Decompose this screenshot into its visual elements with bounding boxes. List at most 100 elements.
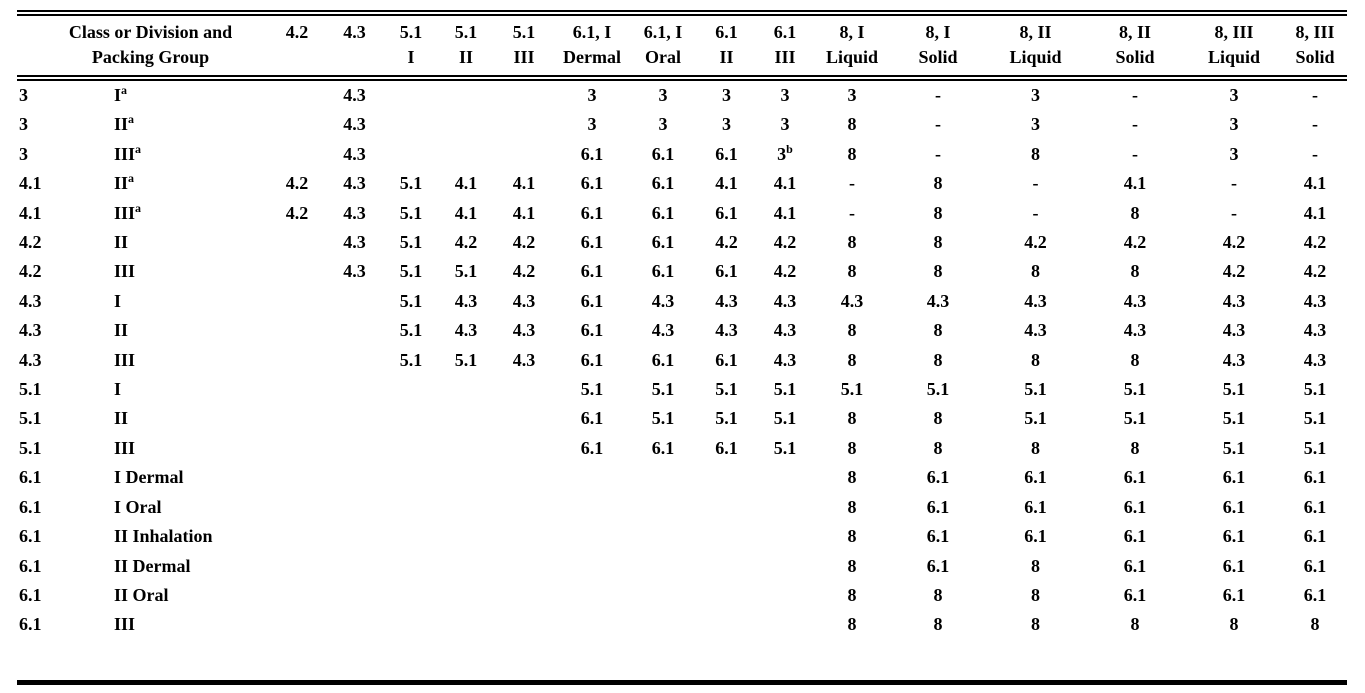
value-cell [697, 610, 756, 639]
table-row: 4.2 III 4.3 5.1 5.1 4.2 6.1 6.1 6.1 4.2 8 8 8 8 4.2 4.2 [17, 257, 1347, 286]
value-cell: 8 [933, 202, 943, 223]
value-cell: 4.2 [512, 261, 536, 282]
column-header-line1: 8, I [925, 22, 951, 42]
value-cell: 8 [933, 349, 943, 370]
value-cell: 6.1 [1123, 526, 1147, 547]
value-cell [756, 522, 814, 551]
value-cell: 8 [1031, 437, 1040, 458]
value-cell [268, 610, 326, 639]
value-cell: 8 [1130, 614, 1140, 635]
value-cell: 3 [780, 114, 790, 135]
column-header: 4.2 [268, 10, 326, 81]
column-header-line1: 6.1, I [572, 22, 612, 42]
table-row: 4.3 I 5.1 4.3 4.3 6.1 4.3 4.3 4.3 4.3 4.3 4.3 4.3 4.3… [17, 287, 1347, 316]
column-header-line2: Oral [645, 47, 681, 67]
value-cell: 4.3 [773, 290, 797, 311]
footnote-superscript: a [128, 112, 135, 127]
value-cell [439, 78, 493, 110]
value-cell: 4.2 [285, 202, 309, 223]
value-cell [326, 287, 383, 316]
column-header: 6.1 III [756, 10, 814, 81]
value-cell: 3 [1229, 114, 1239, 135]
row-packing-group-cell: I [114, 290, 122, 311]
table-row: 4.2 II 4.3 5.1 4.2 4.2 6.1 6.1 4.2 4.2 8 8 4.2 4.2 4.2… [17, 228, 1347, 257]
value-cell: 6.1 [651, 232, 675, 253]
row-class-cell: 4.3 [19, 290, 42, 311]
column-header: 4.3 [326, 10, 383, 81]
value-cell: 4.2 [1222, 232, 1246, 253]
value-cell: 4.1 [773, 202, 797, 223]
value-cell: 6.1 [926, 496, 950, 517]
value-cell: 5.1 [715, 379, 738, 400]
row-packing-group-cell: III [114, 614, 136, 635]
value-cell [555, 581, 629, 610]
value-cell [493, 78, 555, 110]
value-cell [268, 257, 326, 286]
value-cell: 4.3 [773, 349, 797, 370]
value-cell: 8 [1130, 202, 1140, 223]
value-cell [493, 404, 555, 433]
value-cell: 4.2 [1303, 261, 1327, 282]
value-cell [439, 110, 493, 139]
value-cell [268, 581, 326, 610]
value-cell: 4.3 [343, 143, 366, 164]
value-cell: 4.3 [1024, 290, 1047, 311]
value-cell [383, 493, 439, 522]
value-cell [383, 375, 439, 404]
value-cell: 4.3 [651, 290, 675, 311]
table-header: Class or Division and Packing Group 4.2 4… [17, 10, 1347, 81]
column-header-line1: 5.1 [512, 22, 536, 42]
value-cell [439, 552, 493, 581]
value-cell [268, 463, 326, 492]
value-cell: 8 [847, 232, 857, 253]
value-cell [439, 493, 493, 522]
value-cell: 8 [847, 467, 857, 488]
value-cell [493, 463, 555, 492]
value-cell: 4.3 [343, 261, 366, 282]
value-cell [629, 522, 697, 551]
row-class-cell: 4.2 [19, 232, 42, 253]
value-cell: 5.1 [1222, 408, 1246, 429]
row-packing-group-cell: IIa [114, 112, 135, 135]
row-class-cell: 3 [19, 143, 28, 164]
value-cell: 5.1 [580, 379, 604, 400]
table-row: 6.1 III 8 8 8 8 8 8 [17, 610, 1347, 639]
value-cell [268, 316, 326, 345]
column-header-line2: Liquid [825, 47, 879, 67]
value-cell: 5.1 [399, 232, 423, 253]
value-cell: - [935, 114, 941, 135]
value-cell: 4.3 [1123, 320, 1147, 341]
column-header: 5.1 I [383, 10, 439, 81]
value-cell: 6.1 [1024, 467, 1047, 488]
row-class-cell: 5.1 [19, 379, 42, 400]
value-cell: 6.1 [1222, 496, 1246, 517]
value-cell: 6.1 [1303, 496, 1327, 517]
row-packing-group-cell: I [114, 379, 122, 400]
value-cell [383, 404, 439, 433]
column-header-line2: Solid [1295, 47, 1335, 67]
value-cell: 6.1 [651, 202, 675, 223]
table-row: 3 Ia 4.3 3 3 3 3 3 - 3 - 3 - [17, 78, 1347, 110]
value-cell: - [1132, 85, 1138, 105]
value-cell: 4.3 [512, 349, 536, 370]
value-cell: 8 [1031, 555, 1040, 576]
table-row: 6.1 II Inhalation 8 6.1 6.1 6.1 6.1 6.1 [17, 522, 1347, 551]
value-cell: 4.3 [1303, 349, 1327, 370]
value-cell: 4.3 [512, 290, 536, 311]
value-cell: 6.1 [651, 437, 675, 458]
value-cell: 6.1 [1024, 496, 1047, 517]
value-cell: 3 [780, 85, 790, 105]
value-cell: 8 [1310, 614, 1320, 635]
value-cell [493, 375, 555, 404]
value-cell: 6.1 [715, 437, 738, 458]
value-cell: 3 [722, 85, 731, 105]
value-cell: 3 [1031, 114, 1040, 135]
row-class-cell: 4.1 [19, 202, 42, 223]
value-cell: - [1231, 173, 1237, 194]
value-cell: 4.2 [1303, 232, 1327, 253]
value-cell: 6.1 [1303, 584, 1327, 605]
column-header: 5.1 II [439, 10, 493, 81]
value-cell: 8 [933, 232, 943, 253]
value-cell: 4.3 [343, 85, 366, 105]
value-cell [268, 78, 326, 110]
